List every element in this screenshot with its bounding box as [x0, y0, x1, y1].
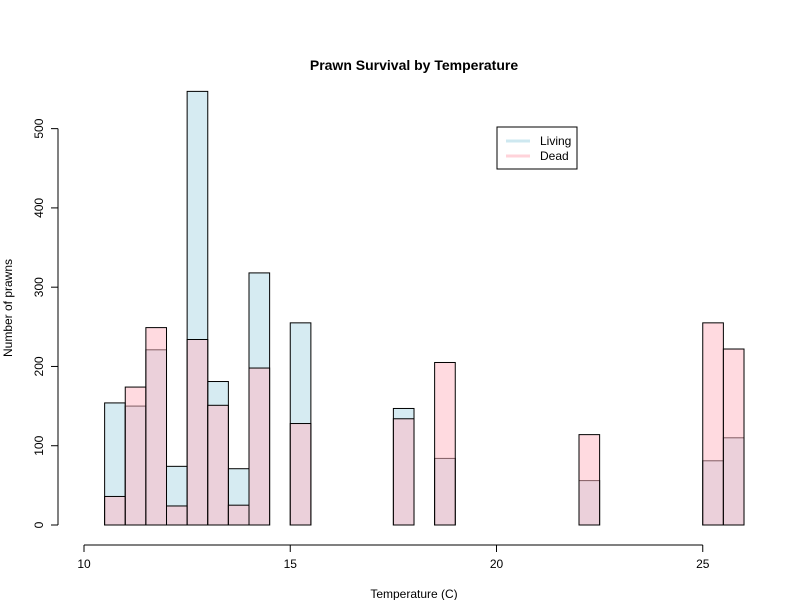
y-tick-label-0: 0 [32, 521, 46, 528]
bar-dead-6 [207, 404, 229, 526]
x-axis: 10 15 20 25 [77, 544, 710, 571]
x-tick-label-0: 10 [77, 557, 91, 571]
x-tick-label-1: 15 [284, 557, 298, 571]
bar-dead-10 [289, 423, 312, 526]
x-tick-label-3: 25 [696, 557, 710, 571]
chart-title: Prawn Survival by Temperature [310, 57, 518, 73]
bar-dead-3 [145, 327, 168, 526]
bar-dead-5 [186, 339, 209, 526]
y-axis-label: Number of prawns [1, 259, 15, 357]
y-tick-label-3: 300 [32, 277, 46, 297]
bar-dead-15 [392, 418, 415, 526]
bar-dead-30 [702, 322, 724, 526]
y-axis: 0 100 200 300 400 500 [32, 118, 59, 528]
bar-dead-1 [104, 495, 126, 526]
bar-dead-7 [227, 504, 250, 526]
legend-label-living: Living [540, 134, 571, 148]
legend-box [496, 126, 578, 170]
x-tick-label-2: 20 [490, 557, 504, 571]
y-tick-label-1: 100 [32, 435, 46, 455]
y-tick-label-5: 500 [32, 118, 46, 138]
y-tick-label-2: 200 [32, 356, 46, 376]
legend: Living Dead [496, 126, 578, 170]
bar-dead-31 [722, 348, 745, 526]
legend-label-dead: Dead [540, 149, 569, 163]
bar-dead-4 [166, 505, 188, 526]
bar-dead-2 [124, 386, 147, 526]
bar-dead-8 [248, 367, 271, 526]
bar-dead-17 [434, 361, 456, 526]
dead-bars [104, 322, 745, 526]
x-axis-label: Temperature (C) [370, 587, 457, 600]
bar-dead-24 [578, 434, 601, 526]
y-tick-label-4: 400 [32, 198, 46, 218]
